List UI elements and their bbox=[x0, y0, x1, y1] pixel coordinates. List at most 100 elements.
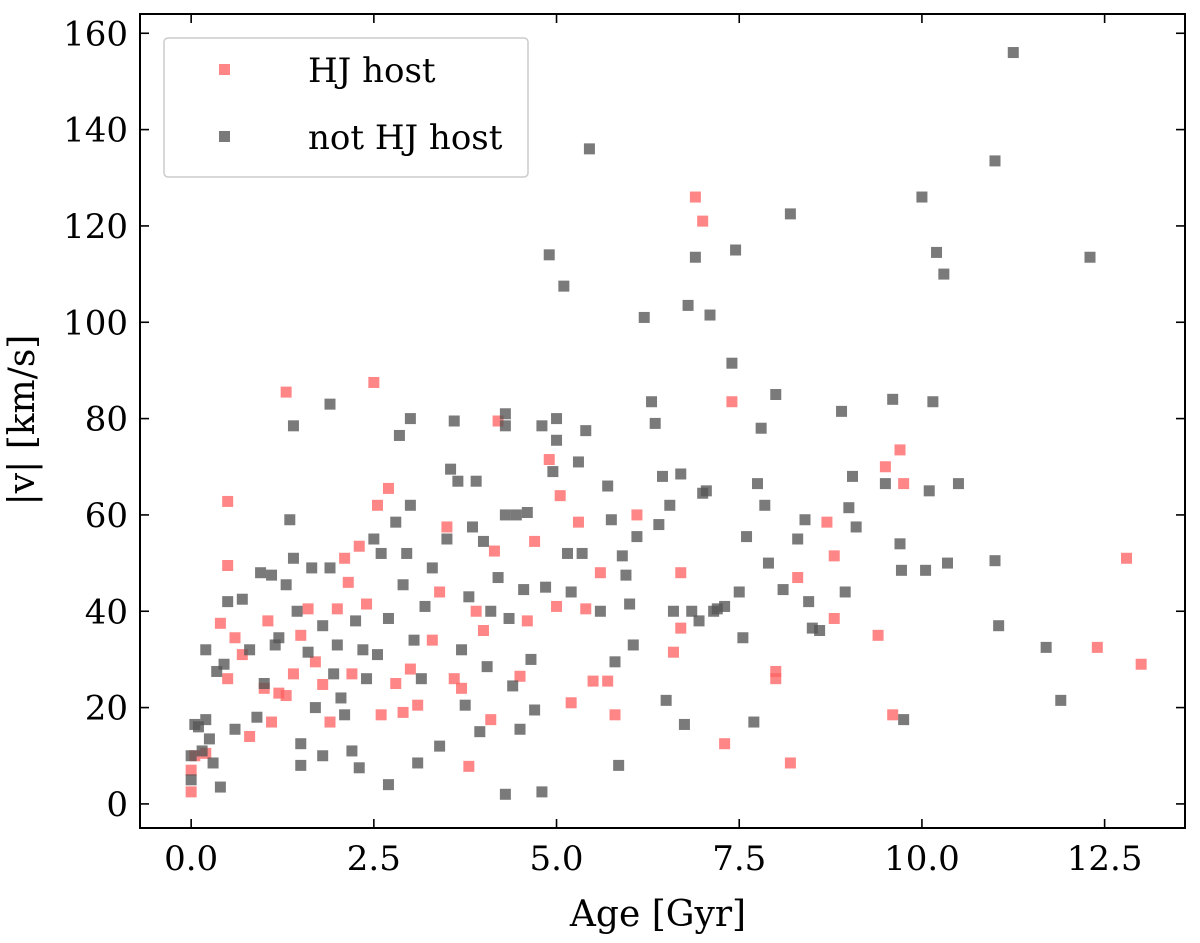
data-point bbox=[295, 629, 307, 641]
data-point bbox=[667, 605, 679, 617]
data-point bbox=[646, 396, 658, 408]
data-point bbox=[737, 632, 749, 644]
plot-frame bbox=[139, 13, 1186, 829]
data-point bbox=[664, 499, 676, 511]
data-point bbox=[923, 485, 935, 497]
data-point bbox=[375, 547, 387, 559]
data-point bbox=[529, 704, 541, 716]
x-tick-label: 2.5 bbox=[347, 839, 401, 879]
data-point bbox=[616, 550, 628, 562]
data-point bbox=[185, 750, 197, 762]
data-point bbox=[295, 759, 307, 771]
data-point bbox=[536, 786, 548, 798]
data-point bbox=[331, 603, 343, 615]
data-point bbox=[463, 591, 475, 603]
data-point bbox=[507, 680, 519, 692]
data-point bbox=[879, 478, 891, 490]
data-point bbox=[426, 562, 438, 574]
legend-marker-not-hj-host bbox=[219, 131, 230, 142]
data-point bbox=[448, 415, 460, 427]
data-point bbox=[828, 612, 840, 624]
y-tick-label: 120 bbox=[63, 207, 128, 247]
data-point bbox=[689, 191, 701, 203]
data-point bbox=[492, 572, 504, 584]
data-point bbox=[514, 723, 526, 735]
data-point bbox=[1135, 658, 1147, 670]
data-point bbox=[328, 668, 340, 680]
data-point bbox=[792, 533, 804, 545]
data-point bbox=[375, 709, 387, 721]
data-point bbox=[887, 709, 899, 721]
data-point bbox=[273, 632, 285, 644]
data-point bbox=[850, 521, 862, 533]
data-point bbox=[456, 644, 468, 656]
x-tick-label: 0.0 bbox=[164, 839, 218, 879]
data-point bbox=[576, 547, 588, 559]
data-point bbox=[704, 309, 716, 321]
data-point bbox=[700, 485, 712, 497]
data-point bbox=[441, 533, 453, 545]
data-point bbox=[372, 499, 383, 511]
data-point bbox=[583, 143, 595, 155]
data-point bbox=[572, 516, 584, 528]
data-point bbox=[280, 386, 292, 398]
data-point bbox=[382, 482, 394, 494]
y-tick-label: 140 bbox=[63, 111, 128, 151]
data-point bbox=[382, 612, 394, 624]
data-point bbox=[605, 514, 617, 526]
data-point bbox=[638, 311, 650, 323]
data-point bbox=[927, 396, 939, 408]
data-point bbox=[397, 579, 409, 591]
data-point bbox=[499, 788, 511, 800]
data-point bbox=[211, 665, 223, 677]
data-point bbox=[291, 605, 303, 617]
data-point bbox=[192, 721, 204, 733]
data-point bbox=[273, 687, 285, 699]
data-point bbox=[372, 649, 383, 661]
data-point bbox=[931, 246, 943, 258]
data-point bbox=[244, 644, 256, 656]
data-point bbox=[726, 357, 738, 369]
data-point bbox=[613, 759, 625, 771]
data-point bbox=[828, 550, 840, 562]
data-point bbox=[536, 420, 548, 432]
data-point bbox=[770, 665, 782, 677]
data-point bbox=[894, 538, 906, 550]
data-point bbox=[803, 596, 815, 608]
data-point bbox=[262, 615, 274, 627]
data-point bbox=[244, 730, 256, 742]
x-axis-label: Age [Gyr] bbox=[569, 894, 746, 935]
data-point bbox=[525, 653, 537, 665]
data-point bbox=[470, 605, 482, 617]
data-point bbox=[503, 612, 515, 624]
data-point bbox=[335, 692, 347, 704]
data-point bbox=[353, 762, 365, 774]
data-point bbox=[295, 738, 307, 750]
data-point bbox=[1084, 251, 1096, 263]
data-point bbox=[675, 622, 687, 634]
data-point bbox=[653, 519, 665, 531]
data-point bbox=[463, 760, 475, 772]
data-point bbox=[521, 507, 533, 519]
data-point bbox=[222, 495, 234, 507]
data-point bbox=[236, 593, 248, 605]
data-point bbox=[401, 547, 413, 559]
data-point bbox=[390, 678, 402, 690]
data-point bbox=[894, 444, 906, 456]
data-point bbox=[222, 596, 234, 608]
data-point bbox=[459, 699, 471, 711]
data-point bbox=[397, 706, 409, 718]
data-point bbox=[565, 697, 577, 709]
y-tick-label: 100 bbox=[63, 303, 128, 343]
data-point bbox=[434, 740, 446, 752]
data-point bbox=[481, 661, 493, 673]
data-point bbox=[339, 552, 351, 564]
data-point bbox=[952, 478, 964, 490]
data-point bbox=[331, 639, 343, 651]
data-point bbox=[602, 480, 614, 492]
data-point bbox=[733, 586, 745, 598]
data-point bbox=[434, 586, 446, 598]
data-point bbox=[594, 605, 606, 617]
legend-box bbox=[163, 37, 529, 178]
data-point bbox=[287, 668, 299, 680]
